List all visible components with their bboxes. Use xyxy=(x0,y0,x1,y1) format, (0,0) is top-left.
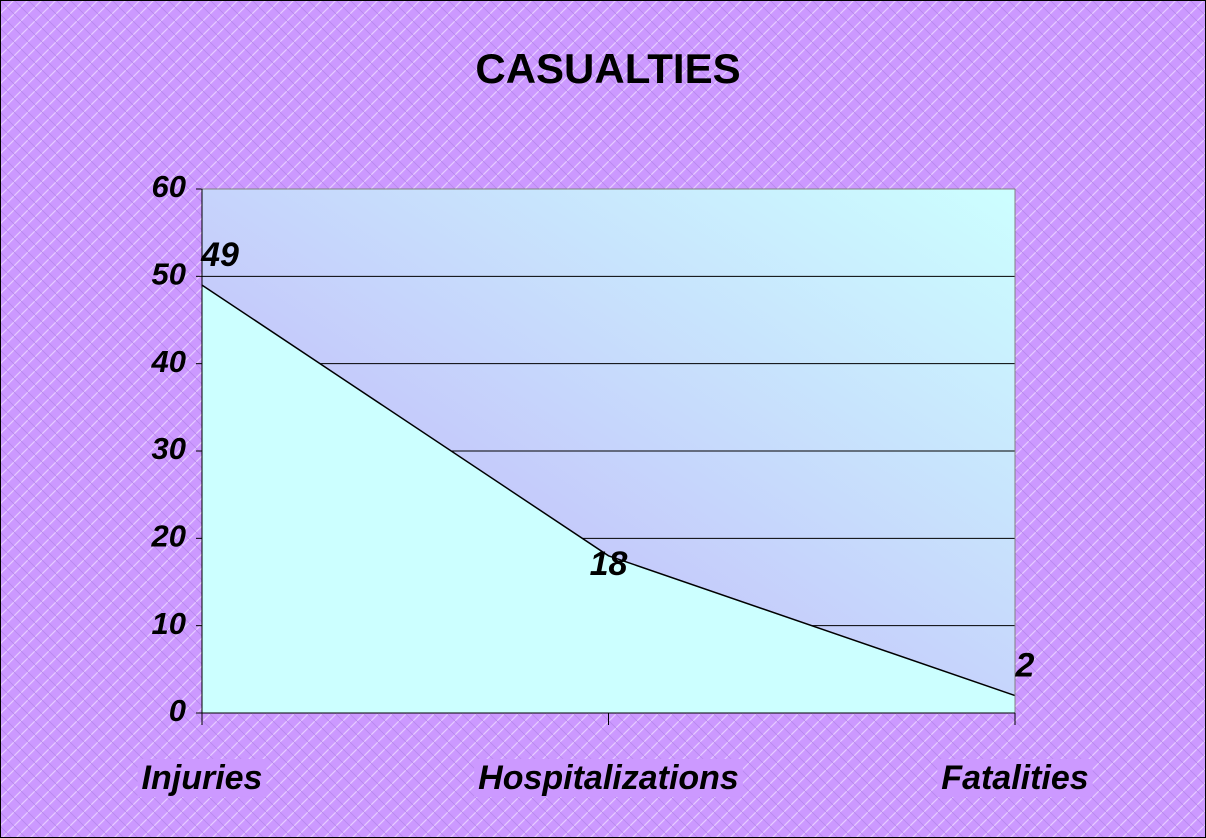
area-line xyxy=(201,284,1016,697)
y-tick-label: 40 xyxy=(151,344,186,379)
y-tick-label: 0 xyxy=(169,693,186,728)
y-tick-label: 50 xyxy=(152,257,186,292)
area xyxy=(202,285,1015,713)
y-tick-label: 20 xyxy=(151,519,186,554)
x-tick-label-background xyxy=(137,758,267,797)
data-label: 2 xyxy=(1015,647,1035,685)
x-tick-label-background xyxy=(937,758,1093,797)
y-tick-label: 60 xyxy=(152,169,186,204)
y-tick-label: 30 xyxy=(152,431,186,466)
x-tick-label: Fatalities xyxy=(941,759,1088,797)
data-label: 49 xyxy=(200,236,239,274)
chart-title: CASUALTIES xyxy=(475,45,740,92)
x-tick-label: Hospitalizations xyxy=(478,759,739,797)
x-tick-label-background xyxy=(474,758,743,797)
data-label: 18 xyxy=(590,545,628,583)
x-tick-label: Injuries xyxy=(142,759,263,797)
y-tick-label: 10 xyxy=(152,606,186,641)
